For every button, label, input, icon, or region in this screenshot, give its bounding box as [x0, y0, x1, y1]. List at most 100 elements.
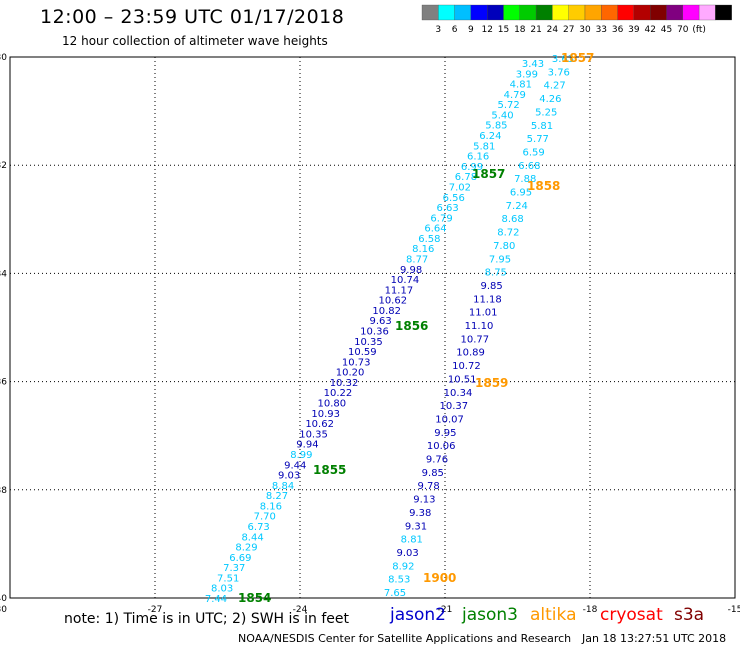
legend-tick-label: 27: [563, 25, 574, 35]
track-value-right: 9.31: [405, 521, 427, 532]
track-value-right: 6.95: [510, 188, 532, 199]
track-value-right: 7.95: [489, 254, 511, 265]
track-value-left: 10.73: [342, 357, 371, 368]
track-value-right: 10.77: [460, 334, 489, 345]
track-value-left: 7.37: [223, 563, 245, 574]
track-value-left: 7.02: [449, 182, 471, 193]
x-tick-label: -27: [148, 605, 163, 615]
track-value-left: 10.62: [378, 296, 407, 307]
track-value-left: 10.20: [336, 368, 365, 379]
track-value-right: 7.88: [514, 174, 536, 185]
track-value-left: 10.32: [330, 378, 359, 389]
satellite-s3a: s3a: [674, 605, 705, 625]
satellite-jason3: jason3: [462, 605, 518, 625]
track-value-left: 8.29: [235, 543, 257, 554]
track-value-left: 6.63: [437, 203, 459, 214]
track-value-left: 8.77: [406, 254, 428, 265]
footer-note: note: 1) Time is in UTC; 2) SWH is in fe…: [64, 611, 350, 627]
track-value-right: 8.81: [401, 535, 423, 546]
legend-tick-label: 9: [468, 25, 474, 35]
map-frame: [9, 56, 736, 599]
track-time-label: 1855: [313, 463, 346, 477]
track-value-right: 9.85: [422, 468, 444, 479]
x-tick-label: -15: [728, 605, 740, 615]
legend-tick-label: 33: [596, 25, 607, 35]
legend-tick-label: 36: [612, 25, 624, 35]
track-value-left: 8.44: [241, 532, 263, 543]
track-value-left: 3.43: [522, 59, 544, 70]
y-tick-label: -32: [0, 161, 7, 171]
track-value-left: 10.59: [348, 347, 377, 358]
track-value-right: 11.01: [469, 308, 498, 319]
track-time-label: 1854: [238, 591, 271, 605]
y-tick-label: -40: [0, 594, 7, 604]
legend-tick-label: 21: [530, 25, 541, 35]
track-value-right: 10.06: [427, 441, 456, 452]
track-value-left: 10.82: [372, 306, 401, 317]
track-time-label: 1859: [475, 376, 508, 390]
legend-tick-label: 70: [677, 25, 689, 35]
track-value-left: 9.44: [284, 460, 306, 471]
track-value-right: 9.03: [396, 548, 418, 559]
track-value-right: 5.25: [535, 107, 557, 118]
track-time-label: 1858: [527, 179, 560, 193]
track-value-right: 6.68: [518, 161, 540, 172]
x-tick-label: -21: [438, 605, 453, 615]
track-value-right: 6.59: [522, 147, 544, 158]
track-value-left: 9.03: [278, 471, 300, 482]
track-value-right: 10.37: [439, 401, 468, 412]
track-value-right: 9.76: [426, 455, 448, 466]
track-value-right: 3.63: [552, 54, 574, 65]
track-value-right: 10.34: [444, 388, 473, 399]
track-value-left: 6.79: [430, 213, 452, 224]
track-value-left: 6.99: [461, 162, 483, 173]
legend-tick-label: 42: [644, 25, 655, 35]
track-value-left: 5.40: [491, 110, 513, 121]
track-value-left: 6.58: [418, 234, 440, 245]
track-value-left: 3.99: [516, 69, 538, 80]
y-tick-label: -38: [0, 486, 7, 496]
legend-tick-label: (ft): [692, 25, 706, 35]
legend-swatch: [715, 4, 732, 21]
track-value-left: 10.80: [318, 399, 347, 410]
track-value-left: 11.17: [385, 285, 414, 296]
track-value-right: 4.26: [539, 94, 561, 105]
page-subtitle: 12 hour collection of altimeter wave hei…: [62, 34, 328, 48]
track-value-left: 7.51: [217, 573, 239, 584]
track-value-left: 7.70: [254, 512, 276, 523]
track-value-right: 5.77: [527, 134, 549, 145]
track-value-left: 5.85: [485, 121, 507, 132]
track-value-left: 6.73: [248, 522, 270, 533]
track-value-right: 9.38: [409, 508, 431, 519]
credit-line: NOAA/NESDIS Center for Satellite Applica…: [238, 632, 572, 645]
track-value-left: 8.27: [266, 491, 288, 502]
track-value-right: 8.92: [392, 561, 414, 572]
legend-tick-label: 30: [579, 25, 591, 35]
track-value-left: 10.74: [391, 275, 420, 286]
track-value-left: 8.03: [211, 584, 233, 595]
track-value-right: 9.78: [417, 481, 439, 492]
x-tick-label: -18: [583, 605, 598, 615]
track-value-right: 9.95: [434, 428, 456, 439]
track-value-right: 8.68: [501, 214, 523, 225]
track-value-left: 9.98: [400, 265, 422, 276]
track-value-left: 10.36: [360, 327, 389, 338]
generated-timestamp: Jan 18 13:27:51 UTC 2018: [582, 632, 727, 645]
y-tick-label: -30: [0, 53, 7, 63]
track-value-left: 4.81: [510, 80, 532, 91]
legend-tick-label: 24: [547, 25, 559, 35]
track-value-right: 8.72: [497, 228, 519, 239]
track-value-right: 7.80: [493, 241, 515, 252]
track-time-label: 1856: [395, 319, 428, 333]
legend-tick-label: 6: [452, 25, 458, 35]
legend-tick-label: 12: [481, 25, 492, 35]
track-value-left: 8.16: [260, 501, 282, 512]
satellite-cryosat: cryosat: [600, 605, 663, 625]
track-value-right: 8.53: [388, 575, 410, 586]
legend-tick-label: 15: [498, 25, 509, 35]
page-title: 12:00 – 23:59 UTC 01/17/2018: [40, 6, 345, 28]
color-legend: 3 6 9 12 15 18 21 24 27 30 33 36 39 42 45 70 (ft): [421, 4, 732, 35]
track-value-left: 6.24: [479, 131, 501, 142]
legend-tick-label: 3: [435, 25, 441, 35]
track-value-right: 7.24: [506, 201, 528, 212]
